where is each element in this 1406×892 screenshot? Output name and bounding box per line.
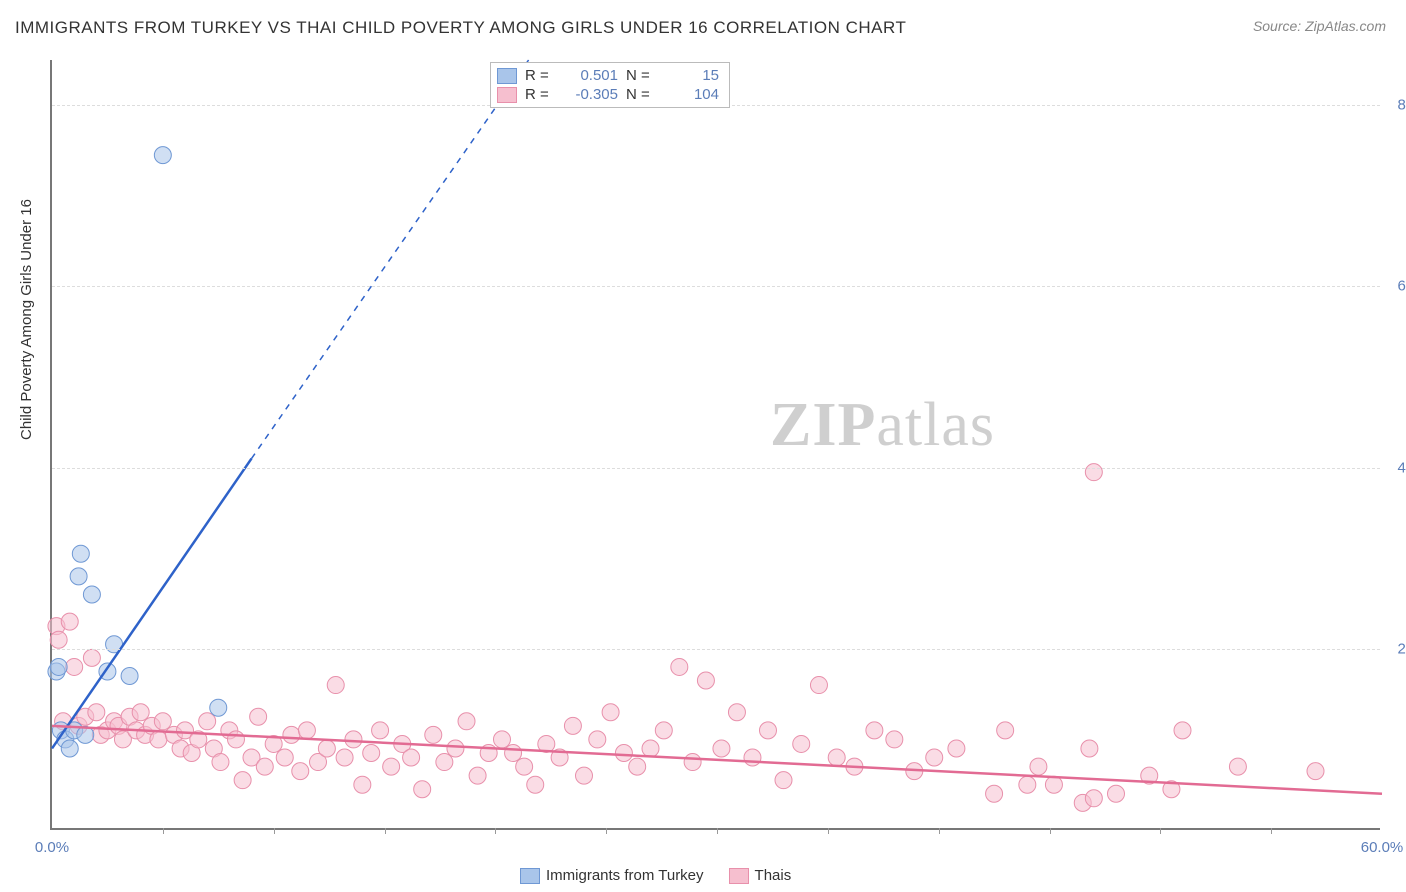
plot-area: 20.0%40.0%60.0%80.0%0.0%60.0% — [50, 60, 1380, 830]
x-tick-label: 0.0% — [35, 839, 69, 856]
y-tick-label: 20.0% — [1385, 640, 1406, 657]
y-tick-label: 80.0% — [1385, 97, 1406, 114]
x-minor-tick — [828, 828, 829, 834]
correlation-legend: R = 0.501 N = 15 R = -0.305 N = 104 — [490, 62, 730, 108]
y-tick-label: 60.0% — [1385, 278, 1406, 295]
x-minor-tick — [1271, 828, 1272, 834]
gridline-h — [52, 286, 1380, 287]
legend-label-turkey: Immigrants from Turkey — [546, 867, 704, 884]
n-value-thais: 104 — [664, 86, 719, 103]
legend-item-thais: Thais — [729, 867, 792, 884]
swatch-turkey — [497, 68, 517, 84]
r-label: R = — [525, 86, 555, 103]
x-minor-tick — [717, 828, 718, 834]
r-label: R = — [525, 67, 555, 84]
legend-item-turkey: Immigrants from Turkey — [520, 867, 704, 884]
n-label: N = — [626, 86, 656, 103]
source-attribution: Source: ZipAtlas.com — [1253, 18, 1386, 34]
x-minor-tick — [385, 828, 386, 834]
n-label: N = — [626, 67, 656, 84]
swatch-turkey-icon — [520, 868, 540, 884]
x-minor-tick — [606, 828, 607, 834]
x-minor-tick — [274, 828, 275, 834]
chart-title: IMMIGRANTS FROM TURKEY VS THAI CHILD POV… — [15, 18, 906, 38]
x-minor-tick — [939, 828, 940, 834]
x-minor-tick — [1160, 828, 1161, 834]
r-value-turkey: 0.501 — [563, 67, 618, 84]
x-minor-tick — [1050, 828, 1051, 834]
legend-row-turkey: R = 0.501 N = 15 — [497, 67, 719, 84]
x-minor-tick — [495, 828, 496, 834]
y-axis-label: Child Poverty Among Girls Under 16 — [18, 199, 35, 440]
gridline-h — [52, 649, 1380, 650]
swatch-thais — [497, 87, 517, 103]
r-value-thais: -0.305 — [563, 86, 618, 103]
swatch-thais-icon — [729, 868, 749, 884]
n-value-turkey: 15 — [664, 67, 719, 84]
gridline-h — [52, 468, 1380, 469]
legend-label-thais: Thais — [755, 867, 792, 884]
scatter-chart — [52, 60, 1380, 828]
series-legend: Immigrants from Turkey Thais — [520, 867, 791, 884]
x-tick-label: 60.0% — [1361, 839, 1404, 856]
x-minor-tick — [163, 828, 164, 834]
y-tick-label: 40.0% — [1385, 459, 1406, 476]
legend-row-thais: R = -0.305 N = 104 — [497, 86, 719, 103]
